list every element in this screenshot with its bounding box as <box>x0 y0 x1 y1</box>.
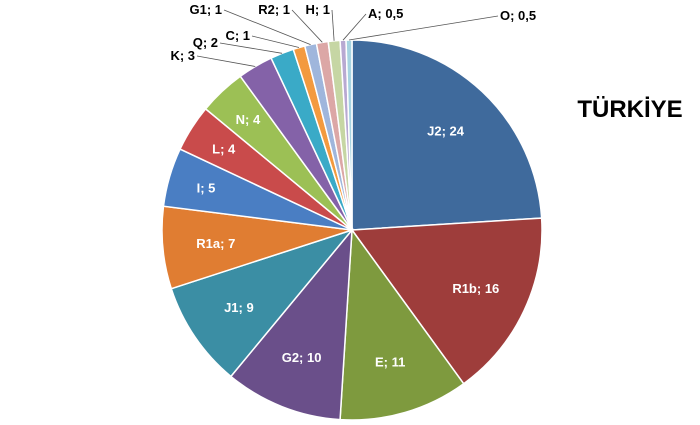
slice-labels: J2; 24 R1b; 16 E; 11 G2; 10 J1; 9 R1a; 7 I; 5 L… <box>170 2 536 369</box>
pie-slice <box>229 227 353 421</box>
pie-slice <box>350 217 543 385</box>
leader-line <box>342 13 367 41</box>
slice-label: J2; 24 <box>427 123 465 138</box>
pie-slices <box>161 39 543 421</box>
slice-label: O; 0,5 <box>500 8 536 23</box>
slice-label: H; 1 <box>305 2 330 17</box>
slice-label: Q; 2 <box>193 35 218 50</box>
pie-slice <box>339 227 465 421</box>
leader-line <box>196 55 256 67</box>
slice-label: A; 0,5 <box>368 6 403 21</box>
pie-slice <box>351 39 543 231</box>
slice-label: R1b; 16 <box>452 281 499 296</box>
slice-label: R1a; 7 <box>196 236 235 251</box>
slice-label: E; 11 <box>375 354 405 369</box>
slice-label: L; 4 <box>212 142 236 157</box>
leader-line <box>331 9 335 41</box>
leader-line <box>291 9 323 43</box>
slice-label: N; 4 <box>236 112 261 127</box>
slice-label: K; 3 <box>170 48 195 63</box>
slice-label: G2; 10 <box>282 350 322 365</box>
slice-label: J1; 9 <box>224 300 254 315</box>
leader-lines <box>196 9 499 67</box>
leader-line <box>348 15 499 41</box>
pie-slice <box>170 228 355 378</box>
slice-label: I; 5 <box>197 181 216 196</box>
slice-label: R2; 1 <box>258 2 290 17</box>
chart-title: TÜRKİYE <box>577 96 682 123</box>
leader-line <box>223 9 311 45</box>
slice-label: C; 1 <box>225 28 250 43</box>
leader-line <box>251 35 300 48</box>
leader-line <box>219 42 283 54</box>
slice-label: G1; 1 <box>189 2 222 17</box>
